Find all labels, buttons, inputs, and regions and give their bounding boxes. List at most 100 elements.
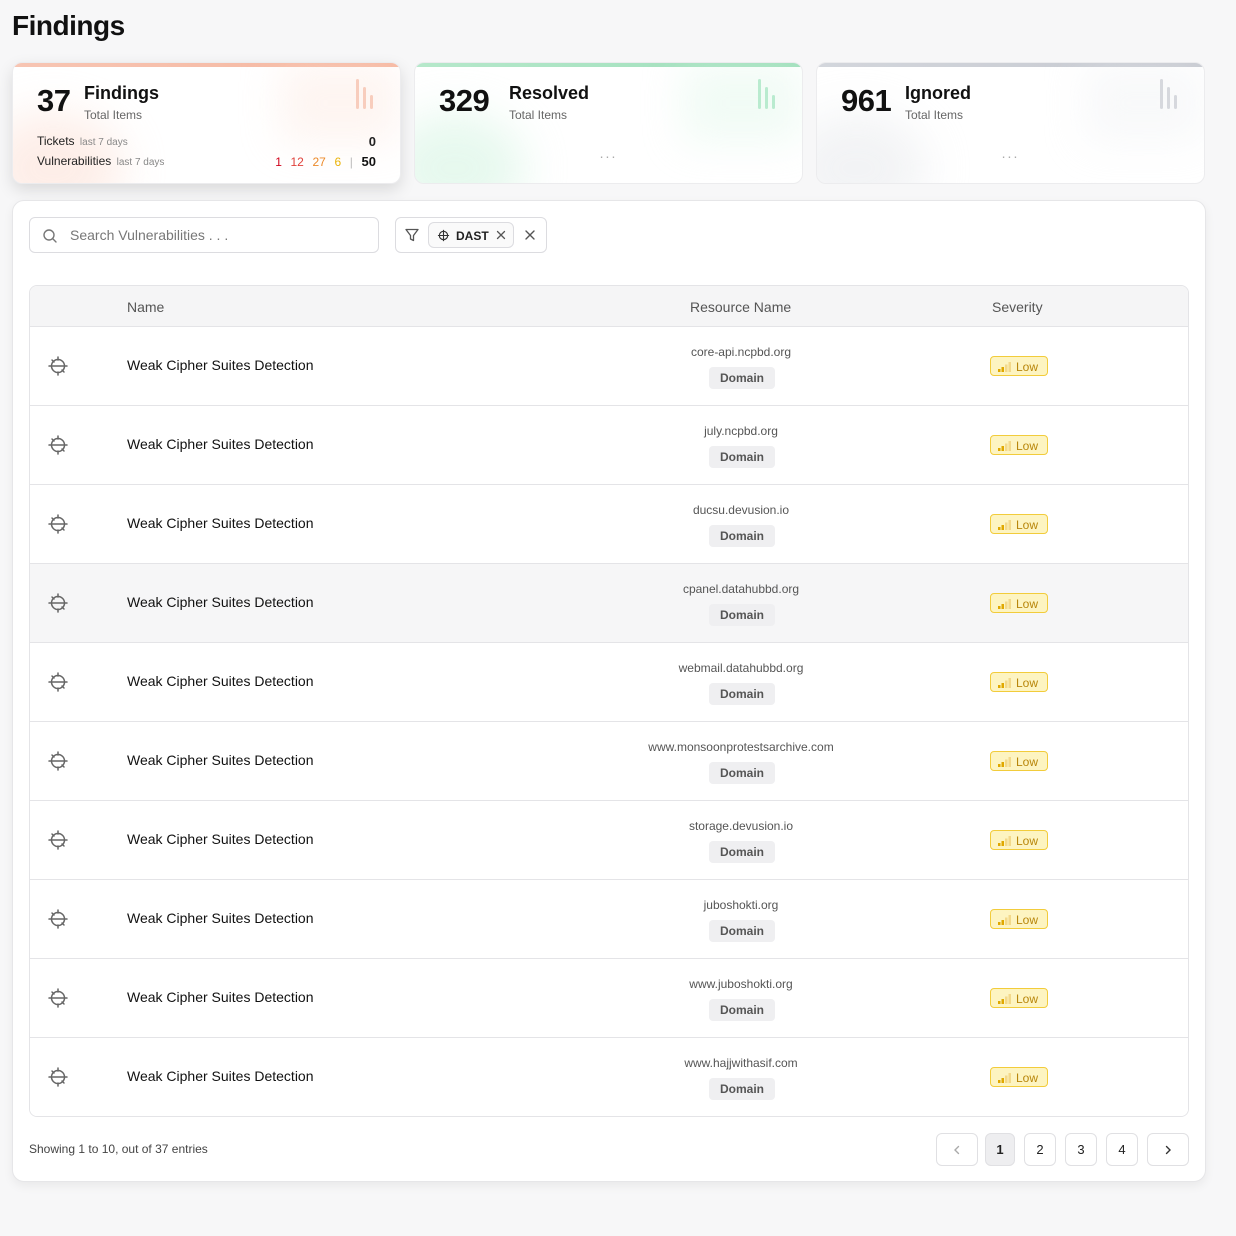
resource-name: www.monsoonprotestsarchive.com	[648, 740, 834, 754]
pagination-summary: Showing 1 to 10, out of 37 entries	[29, 1142, 208, 1156]
finding-name[interactable]: Weak Cipher Suites Detection	[127, 989, 314, 1005]
resolved-card[interactable]: 329 Resolved Total Items ...	[414, 62, 803, 184]
finding-name[interactable]: Weak Cipher Suites Detection	[127, 1068, 314, 1084]
finding-name[interactable]: Weak Cipher Suites Detection	[127, 594, 314, 610]
tickets-value: 0	[368, 134, 376, 149]
signal-bars-icon	[998, 362, 1011, 372]
resource-name: webmail.datahubbd.org	[678, 661, 804, 675]
dast-filter-chip[interactable]: DAST	[428, 222, 514, 248]
finding-name[interactable]: Weak Cipher Suites Detection	[127, 831, 314, 847]
dast-scan-icon	[48, 909, 68, 929]
dast-scan-icon	[48, 435, 68, 455]
findings-table: Name Resource Name Severity Weak Cipher …	[29, 285, 1189, 1117]
table-row[interactable]: Weak Cipher Suites Detection cpanel.datah…	[30, 564, 1188, 643]
more-dots-icon[interactable]: ...	[599, 145, 618, 161]
resource-type-badge: Domain	[709, 604, 775, 626]
resource-type-badge: Domain	[709, 1078, 775, 1100]
signal-bars-icon	[998, 757, 1011, 767]
resolved-label: Resolved	[509, 83, 590, 103]
table-row[interactable]: Weak Cipher Suites Detection storage.devu…	[30, 801, 1188, 880]
findings-card[interactable]: 37 Findings Total Items Tickets last 7 d…	[12, 62, 401, 184]
resource-name: storage.devusion.io	[688, 819, 794, 833]
finding-name[interactable]: Weak Cipher Suites Detection	[127, 515, 314, 531]
medium-count: 27	[312, 155, 326, 169]
table-row[interactable]: Weak Cipher Suites Detection www.monsoonp…	[30, 722, 1188, 801]
signal-bars-icon	[998, 520, 1011, 530]
header-name[interactable]: Name	[127, 299, 165, 315]
dast-scan-icon	[48, 593, 68, 613]
high-count: 12	[290, 155, 304, 169]
findings-label: Findings	[84, 83, 159, 103]
header-resource[interactable]: Resource Name	[690, 299, 792, 315]
page-button-1[interactable]: 1	[985, 1133, 1015, 1166]
page-title: Findings	[12, 10, 125, 41]
finding-name[interactable]: Weak Cipher Suites Detection	[127, 436, 314, 452]
severity-badge: Low	[990, 830, 1048, 850]
page-button-3[interactable]: 3	[1065, 1133, 1097, 1166]
signal-bars-icon	[998, 1073, 1011, 1083]
signal-bars-icon	[998, 599, 1011, 609]
table-row[interactable]: Weak Cipher Suites Detection www.hajjwith…	[30, 1038, 1188, 1116]
table-row[interactable]: Weak Cipher Suites Detection ducsu.devusi…	[30, 485, 1188, 564]
severity-label: Low	[1016, 439, 1039, 453]
severity-label: Low	[1016, 755, 1039, 769]
resource-name: juboshokti.org	[703, 898, 779, 912]
resource-type-badge: Domain	[709, 446, 775, 468]
filter-icon[interactable]	[404, 227, 420, 243]
more-dots-icon[interactable]: ...	[1001, 145, 1020, 161]
vulnerabilities-label: Vulnerabilities	[37, 154, 112, 168]
signal-bars-icon	[998, 836, 1011, 846]
next-page-button[interactable]	[1147, 1133, 1189, 1166]
severity-counts: 1 12 27 6 | 50	[270, 154, 376, 169]
signal-bars-icon	[998, 994, 1011, 1004]
dast-scan-icon	[48, 514, 68, 534]
severity-badge: Low	[990, 672, 1048, 692]
page-button-4[interactable]: 4	[1106, 1133, 1138, 1166]
resource-type-badge: Domain	[709, 683, 775, 705]
table-row[interactable]: Weak Cipher Suites Detection july.ncpbd.o…	[30, 406, 1188, 485]
vulnerabilities-row: Vulnerabilities last 7 days 1 12 27 6 | …	[37, 154, 376, 169]
chevron-left-icon	[954, 1145, 960, 1155]
search-box[interactable]	[29, 217, 379, 253]
search-input[interactable]	[70, 218, 370, 252]
severity-badge: Low	[990, 356, 1048, 376]
severity-badge: Low	[990, 909, 1048, 929]
page-button-2[interactable]: 2	[1024, 1133, 1056, 1166]
table-row[interactable]: Weak Cipher Suites Detection www.juboshok…	[30, 959, 1188, 1038]
resource-name: ducsu.devusion.io	[692, 503, 790, 517]
table-row[interactable]: Weak Cipher Suites Detection core-api.ncp…	[30, 327, 1188, 406]
chip-label: DAST	[456, 229, 489, 243]
severity-label: Low	[1016, 834, 1039, 848]
total-count: 50	[361, 154, 376, 169]
chevron-right-icon	[1165, 1145, 1171, 1155]
signal-bars-icon	[998, 915, 1011, 925]
chip-remove-icon[interactable]	[495, 229, 507, 241]
vulnerabilities-period: last 7 days	[116, 157, 165, 168]
ignored-card[interactable]: 961 Ignored Total Items ...	[816, 62, 1205, 184]
table-row[interactable]: Weak Cipher Suites Detection webmail.data…	[30, 643, 1188, 722]
severity-badge: Low	[990, 514, 1048, 534]
search-icon	[43, 229, 57, 243]
signal-bars-icon	[998, 441, 1011, 451]
resolved-count: 329	[439, 83, 490, 118]
finding-name[interactable]: Weak Cipher Suites Detection	[127, 357, 314, 373]
resource-type-badge: Domain	[709, 367, 775, 389]
ignored-count: 961	[841, 83, 892, 118]
dast-scan-icon	[48, 751, 68, 771]
filter-bar[interactable]: DAST	[395, 217, 547, 253]
table-row[interactable]: Weak Cipher Suites Detection juboshokti.o…	[30, 880, 1188, 959]
finding-name[interactable]: Weak Cipher Suites Detection	[127, 910, 314, 926]
clear-filters-icon[interactable]	[523, 228, 537, 242]
severity-label: Low	[1016, 676, 1039, 690]
finding-name[interactable]: Weak Cipher Suites Detection	[127, 673, 314, 689]
resource-type-badge: Domain	[709, 920, 775, 942]
resource-name: cpanel.datahubbd.org	[682, 582, 800, 596]
counts-separator: |	[349, 155, 353, 169]
severity-label: Low	[1016, 913, 1039, 927]
severity-label: Low	[1016, 992, 1039, 1006]
finding-name[interactable]: Weak Cipher Suites Detection	[127, 752, 314, 768]
header-severity[interactable]: Severity	[992, 299, 1043, 315]
prev-page-button[interactable]	[936, 1133, 978, 1166]
severity-label: Low	[1016, 597, 1039, 611]
resource-name: july.ncpbd.org	[704, 424, 778, 438]
